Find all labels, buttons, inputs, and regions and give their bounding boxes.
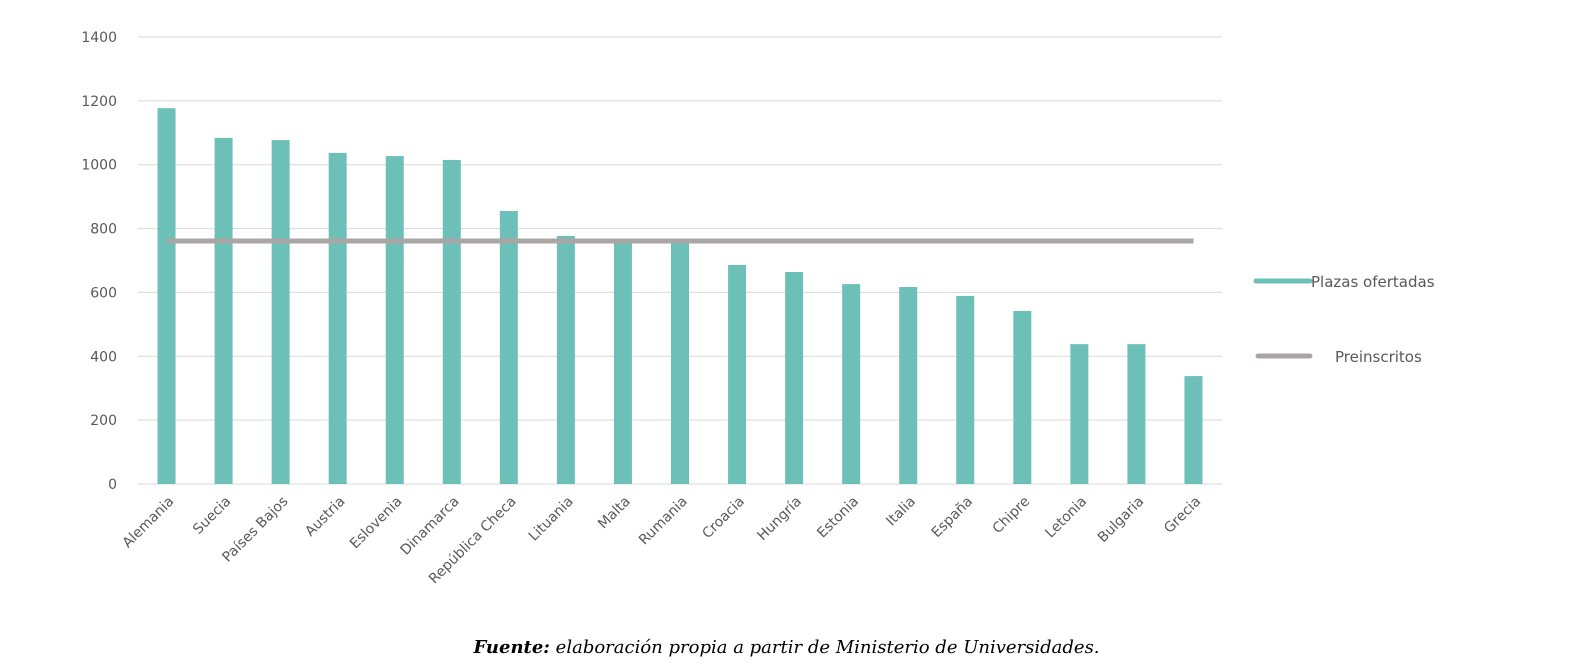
y-tick-label: 1400 [81,30,117,46]
x-tick-label: Austria [302,494,348,540]
bar [442,159,461,485]
y-tick-label: 400 [90,349,117,365]
y-tick-label: 1200 [81,94,117,110]
x-tick-label: Lituania [526,494,577,545]
bar [1013,310,1032,484]
x-tick-label: Eslovenia [347,494,406,553]
y-tick-label: 0 [108,477,117,493]
y-tick-label: 200 [90,413,117,429]
y-tick-label: 1000 [81,158,117,174]
bar [613,239,632,484]
x-tick-label: Alemania [120,494,178,552]
bar [271,140,290,485]
bar [1070,344,1089,484]
x-tick-label: Hungría [754,494,804,544]
bar [499,211,518,484]
x-tick-label: Rumania [636,494,691,549]
bar [157,108,176,484]
x-tick-label: Italia [883,494,919,530]
bar [899,287,918,484]
y-tick-label: 800 [90,222,117,238]
x-tick-label: Malta [595,494,634,533]
x-tick-label: Suecia [190,494,234,538]
bar [214,137,233,484]
y-tick-label: 600 [90,285,117,301]
bar [671,240,689,484]
bar [842,284,861,484]
bar [1184,376,1203,484]
bar [556,235,575,484]
bar [328,152,347,485]
chart: 0 200 400 600 800 1000 1200 1400 Alemania Suecia P… [81,30,1435,587]
bar [956,295,975,484]
x-tick-label: Letonia [1042,494,1090,542]
x-tick-label: España [929,494,976,541]
bar [385,156,404,484]
legend-label-plazas: Plazas ofertadas [1311,273,1435,291]
x-tick-label: Grecia [1161,494,1204,537]
x-tick-label: Estonia [814,494,862,542]
bar [785,271,804,484]
bar [728,264,747,484]
bar [1127,344,1146,484]
legend-label-preinscritos: Preinscritos [1335,348,1422,366]
source-note: Fuente: elaboración propia a partir de M… [0,637,1573,658]
x-tick-label: Chipre [990,494,1033,537]
source-text: elaboración propia a partir de Ministeri… [549,637,1100,658]
x-tick-label: Bulgaria [1095,494,1147,546]
x-tick-label: Croacia [699,494,747,542]
source-label: Fuente: [473,637,550,658]
